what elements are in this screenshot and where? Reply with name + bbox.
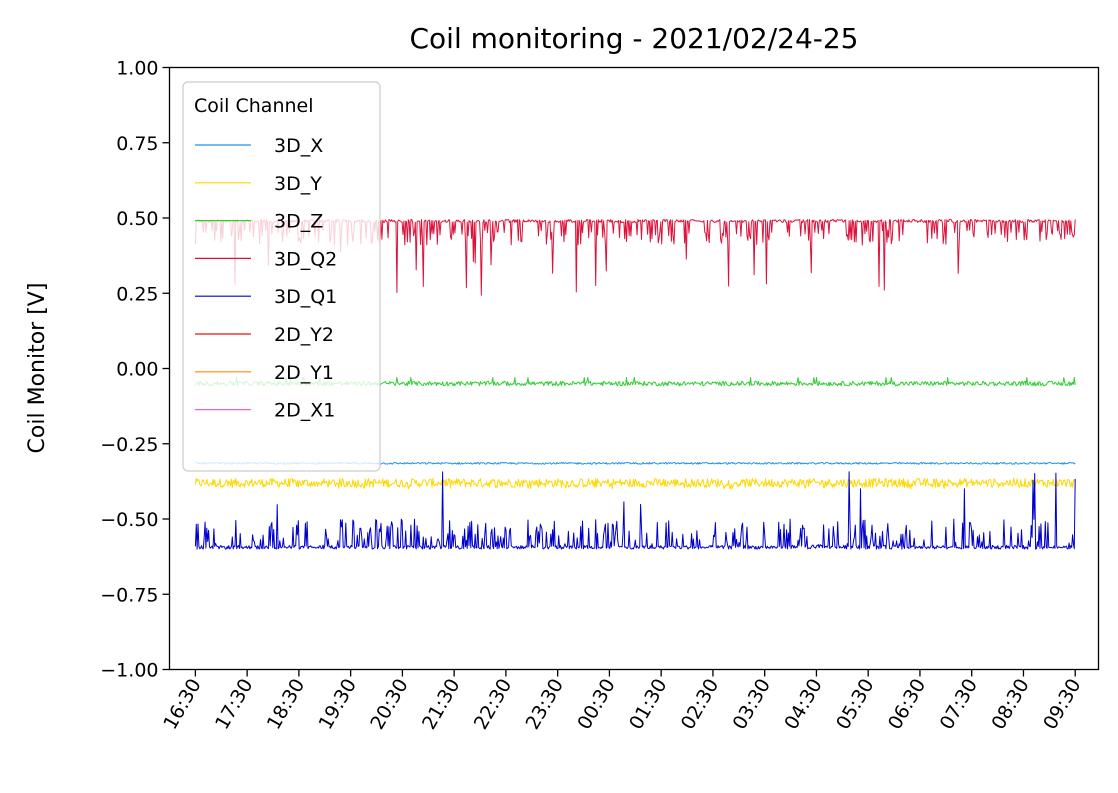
y-tick-label: 0.75 [116, 133, 158, 155]
legend-label: 2D_Y1 [274, 362, 334, 384]
y-tick-label: 0.00 [116, 359, 158, 381]
legend-label: 3D_Q1 [274, 286, 337, 308]
legend-label: 3D_X [274, 135, 323, 157]
series-line-3d-y [194, 477, 1076, 490]
y-tick-label: −0.25 [100, 434, 158, 456]
series-line-3d-q1 [194, 471, 1076, 550]
y-tick-label: 1.00 [116, 58, 158, 80]
legend-label: 2D_X1 [274, 400, 335, 422]
y-axis-label: Coil Monitor [V] [25, 283, 50, 454]
y-tick-label: −1.00 [100, 660, 158, 682]
legend-label: 3D_Q2 [274, 248, 337, 270]
y-ticks: −1.00 −0.75 −0.50 −0.25 0.00 0.25 0.50 0.75 1.00 [100, 58, 170, 682]
chart-title: Coil monitoring - 2021/02/24-25 [409, 22, 858, 55]
legend-title: Coil Channel [194, 95, 314, 117]
legend-label: 2D_Y2 [274, 324, 334, 346]
legend-entries: 3D_X 3D_Y 3D_Z 3D_Q2 3D_Q1 2D_Y2 2D_Y1 2D_X1 [195, 135, 337, 422]
y-tick-label: 0.25 [116, 283, 158, 305]
legend-box [182, 81, 381, 472]
y-tick-label: 0.50 [116, 208, 158, 230]
y-tick-label: −0.50 [100, 509, 158, 531]
y-tick-label: −0.75 [100, 584, 158, 606]
legend: Coil Channel 3D_X 3D_Y 3D_Z 3D_Q2 3D_Q1 2D_Y2… [182, 81, 381, 472]
legend-label: 3D_Y [274, 173, 322, 195]
legend-label: 3D_Z [274, 211, 323, 233]
